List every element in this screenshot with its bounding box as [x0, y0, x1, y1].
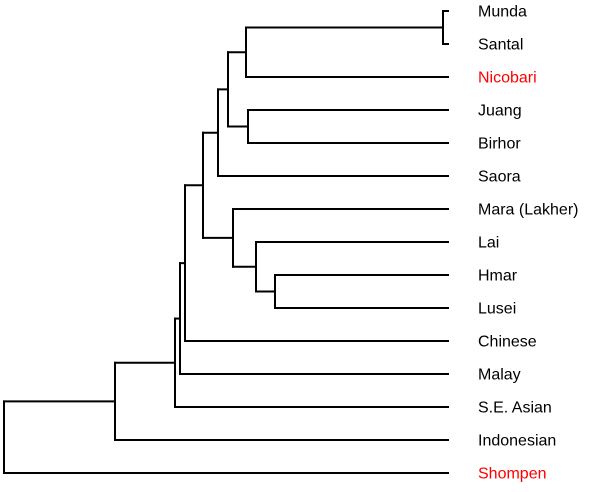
leaf-label-malay: Malay: [478, 367, 521, 384]
leaf-label-lusei: Lusei: [478, 301, 516, 318]
leaf-label-santal: Santal: [478, 37, 523, 54]
leaf-label-saora: Saora: [478, 169, 521, 186]
tree-leaf-labels: Munda Santal Nicobari Juang Birhor Saora Mara …: [478, 4, 578, 483]
leaf-label-nicobari: Nicobari: [478, 70, 537, 87]
leaf-label-hmar: Hmar: [478, 268, 518, 285]
leaf-label-mara: Mara (Lakher): [478, 202, 578, 219]
leaf-label-juang: Juang: [478, 103, 522, 120]
leaf-label-munda: Munda: [478, 4, 527, 21]
leaf-label-birhor: Birhor: [478, 136, 521, 153]
leaf-label-indonesian: Indonesian: [478, 433, 556, 450]
tree-branches: [4, 11, 448, 473]
leaf-label-se-asian: S.E. Asian: [478, 400, 552, 417]
leaf-label-chinese: Chinese: [478, 334, 537, 351]
leaf-label-shompen: Shompen: [478, 466, 547, 483]
leaf-label-lai: Lai: [478, 235, 499, 252]
